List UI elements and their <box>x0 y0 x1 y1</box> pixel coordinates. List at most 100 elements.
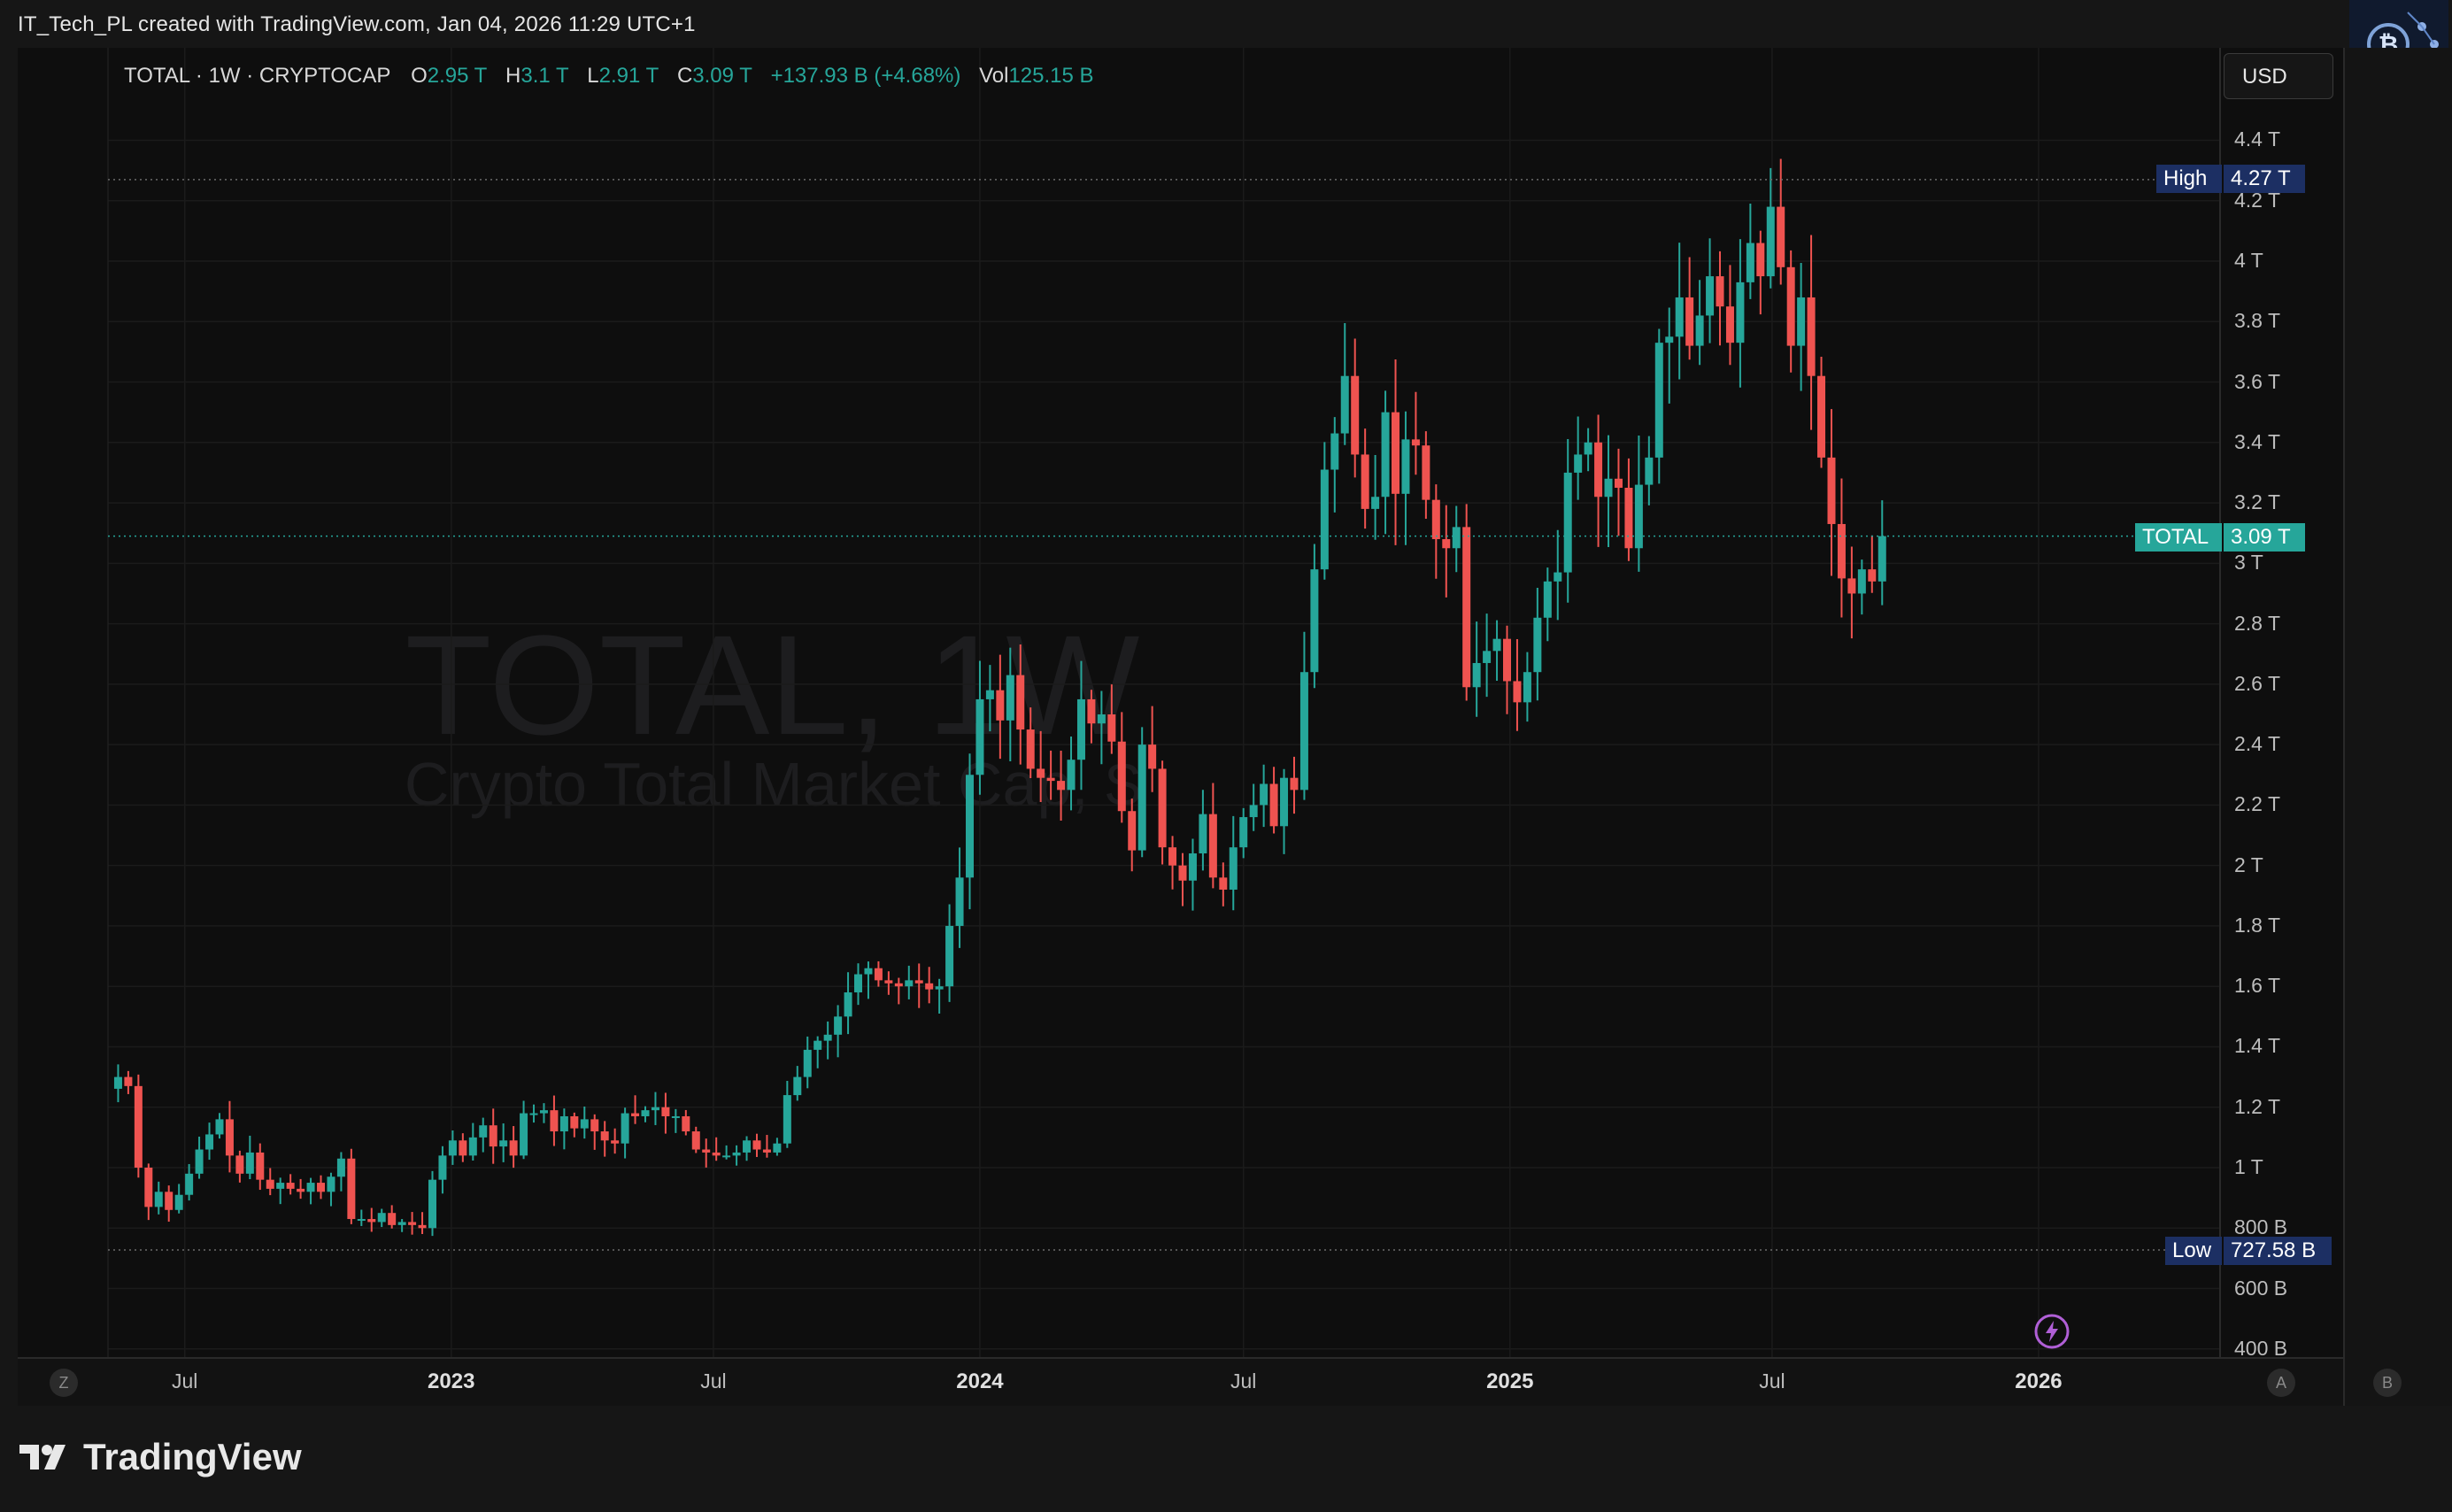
candle-body <box>479 1125 488 1138</box>
candle-body <box>1584 442 1592 455</box>
candle-body <box>1422 445 1430 500</box>
price-tick-label: 1.2 T <box>2234 1094 2280 1118</box>
b-button[interactable]: B <box>2373 1369 2402 1397</box>
candle-body <box>266 1179 274 1189</box>
candle-body <box>621 1113 629 1144</box>
time-axis[interactable] <box>18 1358 2344 1406</box>
time-tick-label: 2023 <box>428 1369 475 1393</box>
candle-body <box>174 1194 183 1210</box>
legend-symbol[interactable]: TOTAL · 1W · CRYPTOCAP <box>124 64 391 88</box>
legend-close-value: 3.09 T <box>692 64 752 88</box>
candle-body <box>509 1140 518 1156</box>
candle-body <box>1249 805 1258 818</box>
candle-body <box>631 1113 640 1116</box>
candle-body <box>1087 698 1096 724</box>
candle-body <box>823 1034 832 1041</box>
candle-body <box>1665 336 1674 343</box>
candle-body <box>1533 617 1542 673</box>
candle-body <box>661 1107 670 1116</box>
candle-body <box>732 1152 741 1156</box>
price-tick-label: 600 B <box>2234 1276 2288 1300</box>
legend-close-label: C <box>676 64 693 88</box>
chart-pane[interactable] <box>18 48 2344 1405</box>
low-label-tag: Low <box>2165 1237 2222 1265</box>
candle-body <box>1188 853 1197 881</box>
candle-body <box>539 1110 548 1114</box>
candle-body <box>195 1149 204 1174</box>
candle-body <box>1797 297 1806 346</box>
candle-body <box>965 775 974 878</box>
candle-body <box>1746 243 1754 282</box>
candle-body <box>367 1219 376 1223</box>
candle-body <box>1502 638 1511 682</box>
candle-body <box>459 1140 467 1156</box>
candle-body <box>1046 777 1055 782</box>
candle-body <box>134 1085 143 1168</box>
candle-body <box>813 1040 822 1050</box>
reference-lines <box>108 179 2220 1251</box>
candle-body <box>752 1140 761 1150</box>
auto-scale-button[interactable]: A <box>2267 1369 2295 1397</box>
candle-body <box>1483 651 1492 663</box>
candle-body <box>935 986 944 990</box>
candle-body <box>1340 375 1349 434</box>
time-tick-label: 2025 <box>1486 1369 1534 1393</box>
candle-body <box>144 1168 153 1207</box>
price-tick-label: 2.6 T <box>2234 671 2280 695</box>
tradingview-logo[interactable]: TradingView <box>19 1436 302 1478</box>
candle-body <box>1878 536 1886 582</box>
candle-body <box>803 1049 812 1077</box>
candle-body <box>1097 714 1106 724</box>
zoom-reset-button[interactable]: Z <box>50 1369 78 1397</box>
legend-high-value: 3.1 T <box>520 64 569 88</box>
candle-body <box>1706 276 1715 316</box>
candle-body <box>864 968 873 975</box>
candle-body <box>1168 847 1177 866</box>
candle-body <box>762 1149 771 1153</box>
candle-body <box>834 1016 843 1035</box>
candle-body <box>1107 714 1116 742</box>
legend-low-label: L <box>587 64 599 88</box>
candle-body <box>1554 572 1562 582</box>
candle-body <box>884 980 893 984</box>
candle-body <box>1137 744 1146 851</box>
legend-open-label: O <box>411 64 428 88</box>
time-tick-label: Jul <box>1230 1369 1257 1392</box>
candle-body <box>1817 375 1826 458</box>
candle-body <box>1624 488 1633 549</box>
candle-body <box>1777 206 1785 267</box>
candle-body <box>1330 433 1339 470</box>
candle-body <box>297 1188 305 1192</box>
price-tick-label: 1.6 T <box>2234 974 2280 998</box>
candle-body <box>671 1115 680 1118</box>
candle-body <box>1431 499 1440 540</box>
right-panel <box>2344 48 2452 1406</box>
currency-button[interactable]: USD <box>2224 53 2333 99</box>
candle-body <box>154 1192 163 1207</box>
candle-body <box>925 983 934 990</box>
candle-body <box>722 1155 731 1158</box>
candle-body <box>945 925 954 987</box>
candle-body <box>225 1119 234 1156</box>
candle-body <box>418 1224 427 1229</box>
candle-body <box>1452 527 1461 549</box>
candle-body <box>1847 578 1856 594</box>
legend-high-label: H <box>505 64 521 88</box>
candle-body <box>1736 282 1745 343</box>
candle-body <box>611 1140 620 1144</box>
candle-body <box>1654 343 1663 458</box>
lightning-icon[interactable] <box>2034 1314 2070 1349</box>
candle-body <box>1614 478 1623 488</box>
candle-body <box>580 1119 589 1129</box>
candle-body <box>1178 865 1187 881</box>
candle-body <box>1037 768 1045 778</box>
candle-body <box>1016 675 1025 730</box>
candle-body <box>550 1110 559 1132</box>
candle-body <box>844 992 852 1017</box>
candle-body <box>1371 497 1380 509</box>
price-tick-label: 1.8 T <box>2234 913 2280 937</box>
price-tick-label: 3.6 T <box>2234 369 2280 393</box>
candle-body <box>276 1183 285 1189</box>
